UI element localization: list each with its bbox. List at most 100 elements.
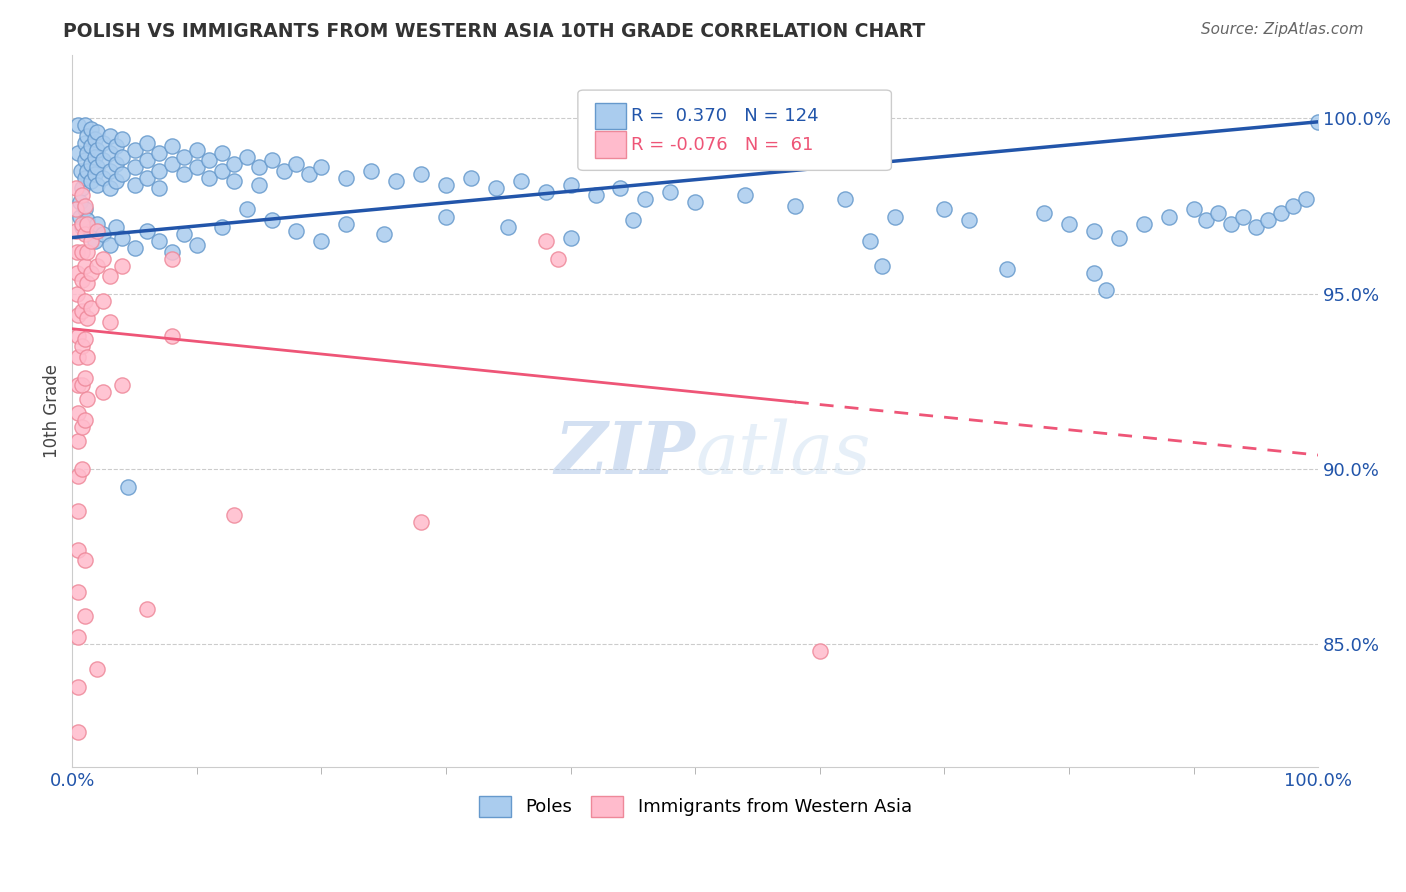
Point — [621, 213, 644, 227]
Point — [148, 146, 170, 161]
Point — [73, 371, 96, 385]
Point — [104, 174, 127, 188]
Point — [76, 311, 98, 326]
Point — [83, 132, 105, 146]
Point — [76, 276, 98, 290]
Text: ZIP: ZIP — [554, 418, 695, 490]
Point — [498, 220, 520, 235]
Point — [98, 269, 121, 284]
Point — [783, 199, 806, 213]
Point — [104, 139, 127, 153]
Point — [80, 174, 103, 188]
Point — [93, 252, 115, 266]
Point — [198, 170, 221, 185]
Point — [70, 217, 93, 231]
Point — [65, 223, 87, 237]
Point — [124, 241, 146, 255]
Point — [148, 164, 170, 178]
Point — [111, 230, 134, 244]
Point — [73, 199, 96, 213]
Point — [73, 118, 96, 132]
Point — [173, 150, 195, 164]
Point — [335, 217, 357, 231]
Point — [1083, 223, 1105, 237]
Point — [73, 170, 96, 185]
Point — [111, 132, 134, 146]
Point — [136, 136, 159, 150]
Y-axis label: 10th Grade: 10th Grade — [44, 364, 60, 458]
Point — [273, 164, 295, 178]
Point — [86, 143, 108, 157]
Point — [1095, 283, 1118, 297]
Point — [98, 237, 121, 252]
Point — [70, 377, 93, 392]
Point — [67, 631, 90, 645]
Point — [247, 161, 270, 175]
Point — [66, 244, 89, 259]
Point — [65, 181, 87, 195]
Point — [98, 181, 121, 195]
Point — [83, 150, 105, 164]
Point — [93, 384, 115, 399]
Point — [1182, 202, 1205, 217]
Point — [186, 143, 208, 157]
Point — [298, 168, 321, 182]
Point — [76, 217, 98, 231]
Point — [285, 223, 308, 237]
Point — [186, 161, 208, 175]
Point — [67, 542, 90, 557]
Point — [111, 377, 134, 392]
Legend: Poles, Immigrants from Western Asia: Poles, Immigrants from Western Asia — [470, 787, 921, 826]
Point — [111, 150, 134, 164]
Point — [76, 213, 98, 227]
Point — [385, 174, 408, 188]
Point — [67, 504, 90, 518]
Point — [70, 339, 93, 353]
Point — [734, 188, 756, 202]
Point — [70, 273, 93, 287]
Point — [76, 392, 98, 406]
Point — [211, 164, 233, 178]
Point — [80, 223, 103, 237]
Point — [1208, 206, 1230, 220]
Point — [69, 210, 91, 224]
Point — [995, 262, 1018, 277]
Point — [957, 213, 980, 227]
Point — [1295, 192, 1317, 206]
Point — [70, 462, 93, 476]
Point — [285, 157, 308, 171]
Point — [80, 234, 103, 248]
Text: R =  0.370   N = 124: R = 0.370 N = 124 — [631, 107, 818, 125]
Point — [211, 146, 233, 161]
Text: Source: ZipAtlas.com: Source: ZipAtlas.com — [1201, 22, 1364, 37]
Point — [311, 161, 333, 175]
Point — [1257, 213, 1279, 227]
Point — [67, 469, 90, 483]
Point — [609, 181, 631, 195]
Point — [260, 153, 283, 168]
Point — [883, 210, 905, 224]
Text: atlas: atlas — [695, 418, 870, 489]
Point — [73, 202, 96, 217]
Point — [98, 146, 121, 161]
Point — [98, 128, 121, 143]
Point — [808, 644, 831, 658]
Point — [67, 350, 90, 364]
Point — [67, 406, 90, 420]
Point — [834, 192, 856, 206]
Point — [434, 178, 457, 192]
Point — [235, 202, 257, 217]
Point — [934, 202, 956, 217]
Point — [67, 308, 90, 322]
Point — [160, 157, 183, 171]
Point — [70, 420, 93, 434]
Point — [659, 185, 682, 199]
Point — [93, 170, 115, 185]
Point — [73, 153, 96, 168]
Point — [585, 188, 607, 202]
Point — [1057, 217, 1080, 231]
Point — [70, 220, 93, 235]
Point — [111, 168, 134, 182]
Point — [86, 125, 108, 139]
Text: R = -0.076   N =  61: R = -0.076 N = 61 — [631, 136, 814, 153]
